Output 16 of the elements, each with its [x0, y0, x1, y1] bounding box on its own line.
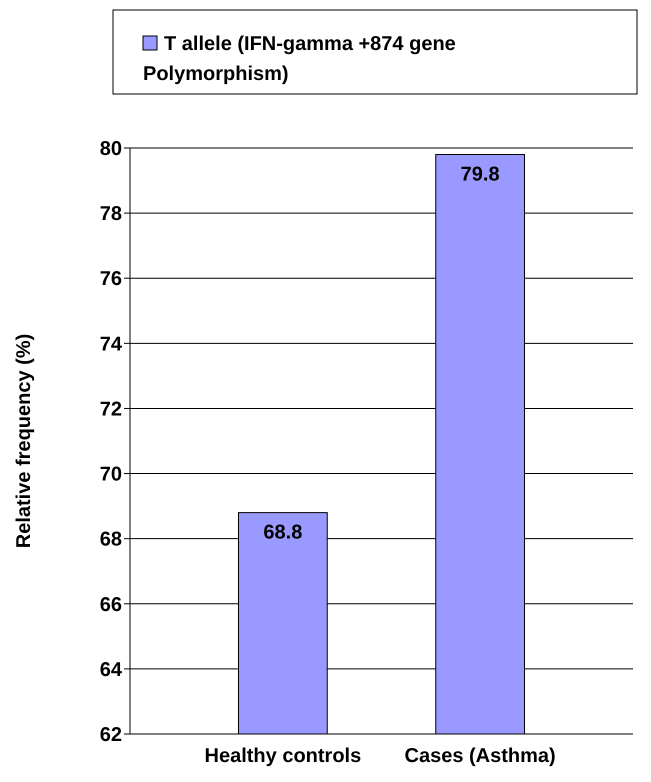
y-tick-label: 64	[100, 658, 123, 681]
y-tick-label: 66	[100, 594, 122, 616]
y-axis-title: Relative frequency (%)	[13, 334, 35, 548]
x-tick-label: Healthy controls	[204, 745, 362, 767]
y-tick-label: 62	[100, 724, 122, 746]
x-tick-label: Cases (Asthma)	[404, 745, 556, 767]
y-tick-label: 68	[100, 528, 122, 551]
y-tick-label: 80	[100, 138, 122, 160]
y-tick-label: 76	[100, 268, 122, 290]
data-label: 68.8	[263, 522, 302, 544]
data-label: 79.8	[460, 164, 500, 186]
legend-label: T allele (IFN-gamma +874 gene Polymorphism)	[143, 33, 456, 85]
y-tick-label: 72	[100, 398, 122, 420]
y-tick-label: 70	[100, 464, 122, 486]
y-tick-label: 74	[100, 333, 123, 356]
y-tick-label: 78	[100, 203, 122, 226]
